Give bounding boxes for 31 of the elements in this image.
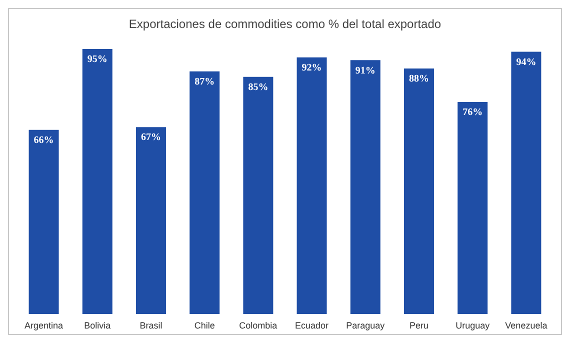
bar	[243, 76, 274, 314]
bar	[458, 102, 488, 314]
x-tick-label: Colombia	[239, 320, 278, 330]
x-tick-label: Bolivia	[84, 320, 111, 330]
data-label: 95%	[87, 54, 108, 66]
bar	[190, 71, 220, 314]
data-label: 76%	[462, 107, 483, 118]
bar	[511, 52, 542, 314]
data-label: 66%	[34, 134, 54, 146]
data-label: 67%	[140, 132, 161, 144]
data-label: 85%	[248, 82, 268, 93]
data-label: 87%	[194, 76, 215, 88]
x-tick-label: Ecuador	[295, 320, 329, 330]
x-tick-label: Brasil	[140, 320, 162, 330]
x-tick-label: Venezuela	[505, 320, 548, 330]
data-label: 92%	[302, 62, 322, 74]
x-tick-label: Paraguay	[346, 320, 386, 330]
bar	[28, 130, 59, 314]
bar	[296, 57, 327, 314]
x-tick-label: Peru	[409, 320, 429, 330]
x-tick-label: Chile	[194, 320, 215, 330]
bar	[82, 49, 112, 314]
bar	[404, 68, 434, 314]
chart-title: Exportaciones de commodities como % del total exportado	[128, 16, 442, 33]
bar	[136, 127, 166, 314]
data-label: 91%	[355, 65, 376, 76]
data-label: 88%	[408, 74, 429, 85]
data-label: 94%	[516, 56, 536, 68]
x-tick-label: Uruguay	[456, 320, 490, 330]
x-tick-label: Argentina	[24, 320, 64, 330]
bar	[350, 60, 380, 314]
